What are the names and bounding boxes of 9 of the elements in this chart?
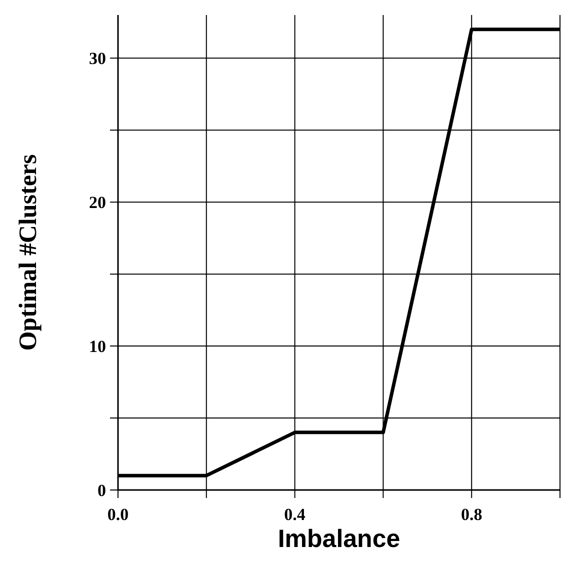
x-tick-label: 0.0 xyxy=(107,505,129,524)
y-tick-label: 10 xyxy=(89,337,106,356)
y-tick-label: 30 xyxy=(89,49,106,68)
x-tick-label: 0.4 xyxy=(284,505,306,524)
x-axis-title: Imbalance xyxy=(278,525,400,553)
y-axis-title: Optimal #Clusters xyxy=(15,154,42,351)
x-tick-label: 0.8 xyxy=(460,505,482,524)
y-tick-label: 0 xyxy=(98,481,106,500)
y-tick-label: 20 xyxy=(89,193,106,212)
